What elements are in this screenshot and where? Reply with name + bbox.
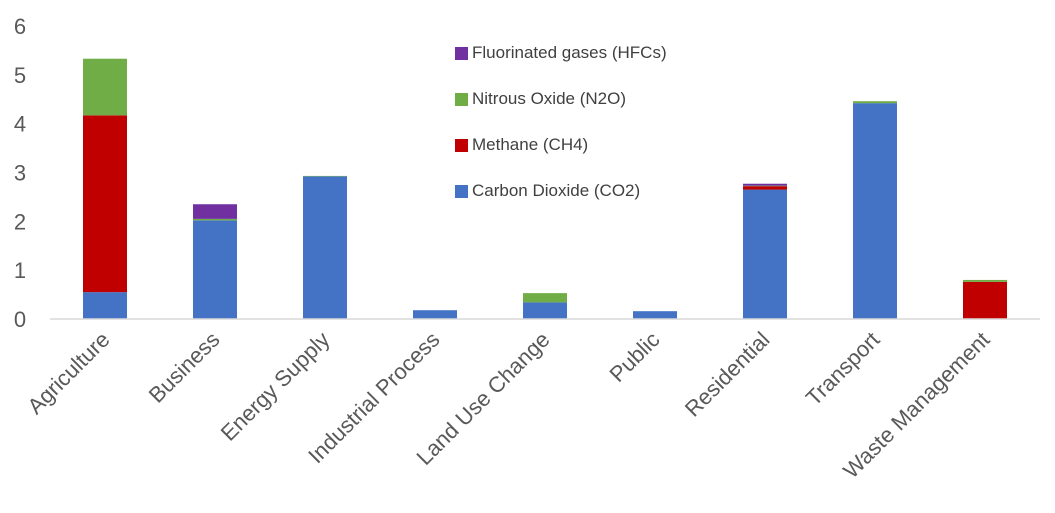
x-tick-label: Energy Supply (216, 327, 335, 446)
bar-segment (963, 279, 1007, 282)
x-tick-label: Agriculture (23, 327, 115, 419)
bar-segment (193, 220, 237, 319)
legend-label: Fluorinated gases (HFCs) (472, 43, 667, 62)
bar-segment (303, 176, 347, 319)
bar-segment (743, 189, 787, 319)
y-tick-label: 3 (14, 161, 26, 186)
legend-swatch (455, 185, 468, 198)
y-tick-label: 5 (14, 63, 26, 88)
y-tick-label: 4 (14, 112, 26, 137)
bar-series (83, 58, 1007, 319)
bar-segment (963, 281, 1007, 319)
bar-segment (523, 293, 567, 303)
bar-segment (523, 302, 567, 319)
bar-segment (193, 218, 237, 221)
legend-label: Nitrous Oxide (N2O) (472, 89, 626, 108)
bar-segment (83, 58, 127, 116)
bar-segment (83, 115, 127, 293)
y-tick-label: 2 (14, 209, 26, 234)
y-tick-label: 0 (14, 307, 26, 332)
legend-label: Methane (CH4) (472, 135, 588, 154)
legend: Fluorinated gases (HFCs) Nitrous Oxide (N… (455, 43, 667, 200)
y-tick-label: 6 (14, 14, 26, 39)
bar-segment (83, 292, 127, 319)
bar-segment (633, 311, 677, 319)
x-tick-label: Public (604, 327, 664, 387)
bar-segment (743, 186, 787, 190)
bar-segment (853, 101, 897, 104)
x-tick-label: Residential (680, 327, 775, 422)
x-tick-label: Business (144, 327, 225, 408)
legend-swatch (455, 93, 468, 106)
legend-label: Carbon Dioxide (CO2) (472, 181, 640, 200)
x-tick-label: Transport (801, 327, 885, 411)
bar-segment (413, 310, 457, 319)
legend-swatch (455, 47, 468, 60)
bar-segment (743, 183, 787, 186)
bar-segment (193, 204, 237, 219)
bar-segment (853, 103, 897, 319)
y-axis-ticks: 0 1 2 3 4 5 6 (14, 14, 26, 332)
y-tick-label: 1 (14, 258, 26, 283)
legend-swatch (455, 139, 468, 152)
